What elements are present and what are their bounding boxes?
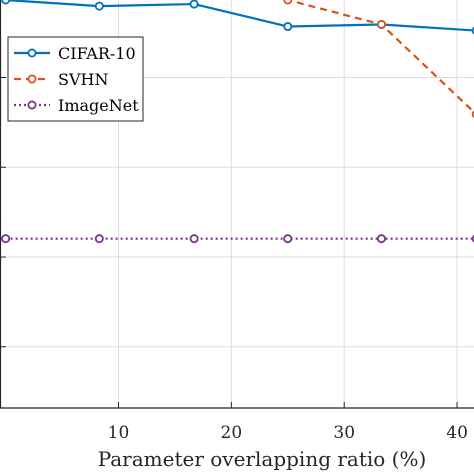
data-point-svhn	[376, 19, 386, 29]
series-layer	[1, 0, 474, 244]
x-tick-label: 40	[446, 423, 468, 443]
data-point-imagenet	[1, 234, 11, 244]
legend: CIFAR-10 SVHN ImageNet	[7, 36, 144, 122]
data-point-imagenet	[94, 234, 104, 244]
data-point-cifar-10	[1, 0, 11, 5]
data-point-cifar-10	[189, 0, 199, 9]
legend-label-svhn: SVHN	[58, 70, 108, 89]
x-tick-label: 20	[221, 423, 243, 443]
legend-marker-imagenet	[27, 100, 37, 110]
x-tick-label: 10	[108, 423, 130, 443]
data-point-imagenet	[283, 234, 293, 244]
legend-label-imagenet: ImageNet	[58, 96, 139, 115]
data-point-cifar-10	[94, 1, 104, 11]
data-point-cifar-10	[283, 22, 293, 32]
x-axis-label: Parameter overlapping ratio (%)	[98, 447, 427, 471]
data-point-imagenet	[189, 234, 199, 244]
data-point-imagenet	[376, 234, 386, 244]
series-line-svhn	[285, 0, 474, 114]
legend-marker-cifar-10	[27, 48, 37, 58]
x-tick-label: 30	[333, 423, 355, 443]
legend-label-cifar-10: CIFAR-10	[58, 44, 136, 63]
series-line-cifar-10	[5, 0, 474, 32]
data-point-svhn	[283, 0, 293, 5]
axes: 10 20 30 40	[0, 0, 474, 443]
legend-marker-svhn	[27, 74, 37, 84]
